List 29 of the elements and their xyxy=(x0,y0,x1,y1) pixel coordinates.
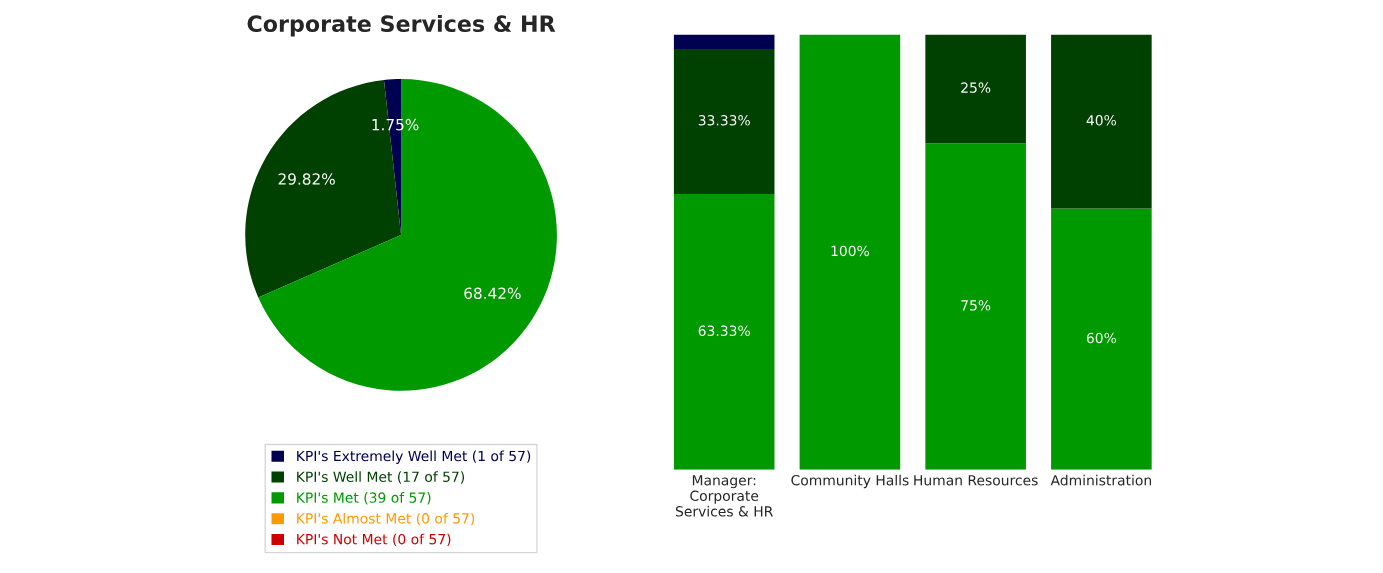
data-label: 75% xyxy=(961,300,991,311)
legend-label: KPI's Almost Met (0 of 57) xyxy=(297,512,475,526)
data-label: 40% xyxy=(1086,115,1117,126)
legend-label: KPI's Met (39 of 57) xyxy=(297,492,431,505)
pie-slice xyxy=(258,79,557,391)
legend-label: KPI's Extremely Well Met (1 of 57) xyxy=(297,450,531,464)
bar xyxy=(673,194,775,470)
data-label: 25% xyxy=(961,82,991,93)
x-tick-label: Community Halls xyxy=(791,474,909,489)
legend-label: KPI's Well Met (17 of 57) xyxy=(297,471,465,484)
data-label: 60% xyxy=(1086,332,1117,344)
legend-label: KPI's Not Met (0 of 57) xyxy=(297,533,451,547)
bar xyxy=(925,143,1026,470)
bar xyxy=(1051,34,1152,209)
chart-title: Corporate Services & HR xyxy=(247,14,556,37)
bar xyxy=(673,34,775,49)
bar xyxy=(799,34,901,470)
x-tick-label: Human Resources xyxy=(914,475,1038,486)
x-tick-label: Administration xyxy=(1050,474,1152,486)
data-label: 29.82% xyxy=(278,173,335,185)
bar xyxy=(673,48,775,195)
data-label: 33.33% xyxy=(698,115,750,126)
bar xyxy=(925,34,1026,144)
data-label: 68.42% xyxy=(464,287,521,300)
data-label: 1.75% xyxy=(372,118,419,131)
data-label: 100% xyxy=(831,245,869,257)
bar xyxy=(1051,208,1152,470)
data-label: 63.33% xyxy=(698,325,750,336)
x-tick-label: Manager: Corporate Services & HR xyxy=(675,475,773,517)
